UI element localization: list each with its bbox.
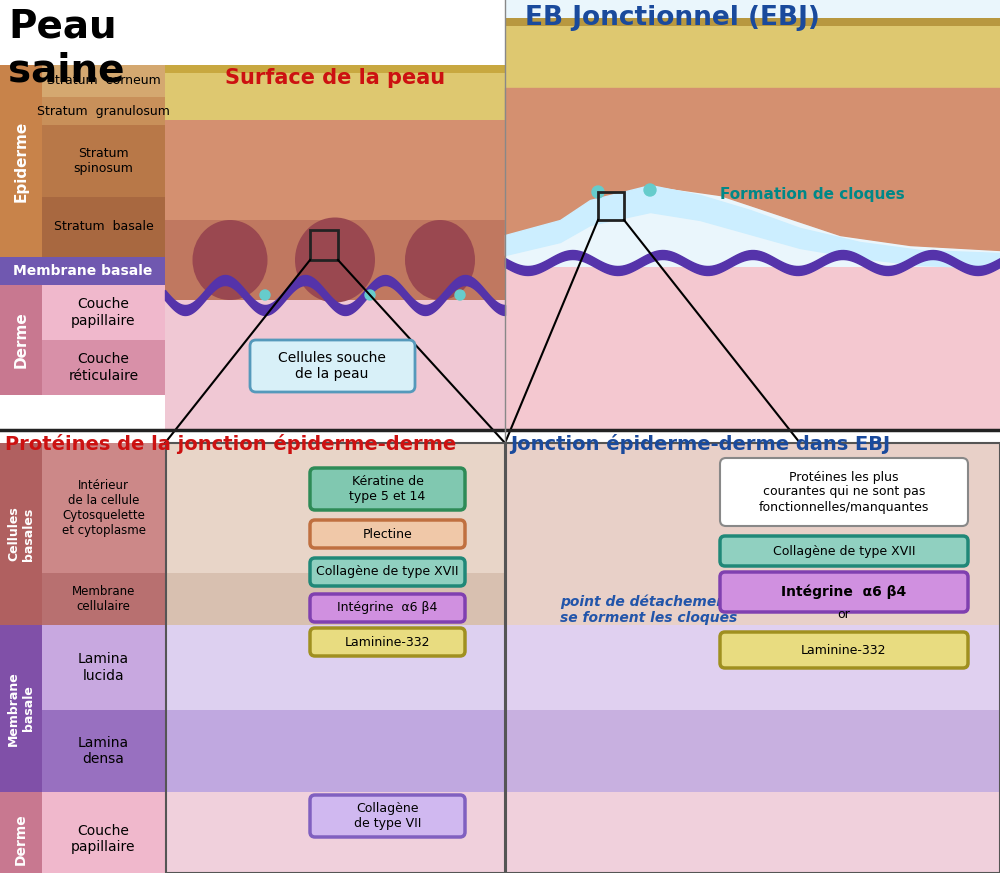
Bar <box>165 65 505 430</box>
FancyBboxPatch shape <box>250 340 415 392</box>
Circle shape <box>455 290 465 300</box>
Circle shape <box>644 184 656 196</box>
Text: Collagène de type XVII: Collagène de type XVII <box>316 566 459 579</box>
Bar <box>165 65 505 73</box>
Text: Intérieur
de la cellule
Cytosquelette
et cytoplasme: Intérieur de la cellule Cytosquelette et… <box>62 479 146 537</box>
Circle shape <box>260 290 270 300</box>
Bar <box>165 220 505 300</box>
Bar <box>506 710 1000 792</box>
Bar <box>166 710 505 792</box>
Bar <box>42 625 165 710</box>
Text: Couche
papillaire: Couche papillaire <box>71 298 136 327</box>
Text: Stratum
spinosum: Stratum spinosum <box>74 147 133 175</box>
FancyBboxPatch shape <box>310 520 465 548</box>
Bar <box>598 192 624 220</box>
Text: point de détachement où
se forment les cloques: point de détachement où se forment les c… <box>560 595 757 625</box>
Bar <box>165 65 505 120</box>
Text: Cellules souche
de la peau: Cellules souche de la peau <box>278 351 386 382</box>
FancyBboxPatch shape <box>720 572 968 612</box>
Bar <box>42 285 165 340</box>
Text: Derme: Derme <box>13 312 28 368</box>
Bar <box>166 792 505 873</box>
Bar <box>166 625 505 710</box>
Bar <box>505 267 1000 430</box>
Text: Intégrine  α6 β4: Intégrine α6 β4 <box>337 601 438 615</box>
FancyBboxPatch shape <box>310 628 465 656</box>
Text: Derme: Derme <box>14 813 28 865</box>
Ellipse shape <box>295 217 375 303</box>
Bar <box>42 340 165 395</box>
Text: Couche
réticulaire: Couche réticulaire <box>68 353 139 382</box>
Bar <box>42 573 165 625</box>
Text: Peau
saine: Peau saine <box>8 8 124 90</box>
Text: Jonction épiderme-derme dans EBJ: Jonction épiderme-derme dans EBJ <box>510 434 890 454</box>
Bar <box>42 443 165 573</box>
Bar <box>506 443 1000 625</box>
Text: Intégrine  α6 β4: Intégrine α6 β4 <box>781 585 907 599</box>
Bar <box>165 300 505 430</box>
Bar <box>0 65 42 257</box>
Bar <box>166 573 505 625</box>
Text: Laminine-332: Laminine-332 <box>801 643 887 656</box>
Text: Plectine: Plectine <box>363 527 412 540</box>
Text: Membrane
cellulaire: Membrane cellulaire <box>72 585 135 613</box>
Bar <box>42 197 165 257</box>
Bar <box>310 230 338 260</box>
Bar <box>42 65 165 97</box>
Circle shape <box>365 290 375 300</box>
Bar <box>0 792 42 873</box>
FancyBboxPatch shape <box>310 594 465 622</box>
Text: Stratum  basale: Stratum basale <box>54 221 153 233</box>
Bar <box>42 710 165 792</box>
Text: Collagène
de type VII: Collagène de type VII <box>354 802 421 830</box>
Text: Laminine-332: Laminine-332 <box>345 636 430 649</box>
Bar <box>166 443 505 873</box>
Bar <box>505 18 1000 88</box>
Bar <box>0 285 42 395</box>
Text: Formation de cloques: Formation de cloques <box>720 188 905 203</box>
Text: Membrane basale: Membrane basale <box>13 264 152 278</box>
Text: Kératine de
type 5 et 14: Kératine de type 5 et 14 <box>349 475 426 503</box>
Text: Surface de la peau: Surface de la peau <box>225 68 445 88</box>
Circle shape <box>592 186 604 198</box>
Text: Cellules
basales: Cellules basales <box>7 506 35 561</box>
Text: Lamina
lucida: Lamina lucida <box>78 652 129 683</box>
Bar <box>0 443 42 625</box>
Bar <box>165 120 505 220</box>
Ellipse shape <box>192 220 268 300</box>
Bar <box>506 625 1000 710</box>
Bar <box>310 230 338 260</box>
Text: Stratum  granulosum: Stratum granulosum <box>37 105 170 118</box>
Bar <box>505 18 1000 26</box>
Text: EB Jonctionnel (EBJ): EB Jonctionnel (EBJ) <box>525 5 820 31</box>
Bar <box>506 792 1000 873</box>
FancyBboxPatch shape <box>720 458 968 526</box>
Bar <box>506 443 1000 873</box>
Text: Protéines de la jonction épiderme-derme: Protéines de la jonction épiderme-derme <box>5 434 456 454</box>
Text: Lamina
densa: Lamina densa <box>78 736 129 766</box>
Bar <box>505 0 1000 430</box>
Bar <box>42 97 165 125</box>
Text: Membrane
basale: Membrane basale <box>7 671 35 746</box>
Text: Stratum  corneum: Stratum corneum <box>47 74 160 87</box>
Bar <box>42 125 165 197</box>
FancyBboxPatch shape <box>310 468 465 510</box>
Text: or: or <box>838 608 850 621</box>
Bar <box>42 792 165 873</box>
Bar <box>0 257 165 285</box>
Bar <box>166 443 505 625</box>
Text: Couche
papillaire: Couche papillaire <box>71 824 136 854</box>
FancyBboxPatch shape <box>720 632 968 668</box>
Ellipse shape <box>405 220 475 300</box>
FancyBboxPatch shape <box>310 795 465 837</box>
Bar <box>0 625 42 792</box>
Text: Protéines les plus
courantes qui ne sont pas
fonctionnelles/manquantes: Protéines les plus courantes qui ne sont… <box>759 471 929 513</box>
FancyBboxPatch shape <box>720 536 968 566</box>
Text: Epiderme: Epiderme <box>13 120 29 202</box>
Text: Collagène de type XVII: Collagène de type XVII <box>773 545 915 558</box>
FancyBboxPatch shape <box>310 558 465 586</box>
